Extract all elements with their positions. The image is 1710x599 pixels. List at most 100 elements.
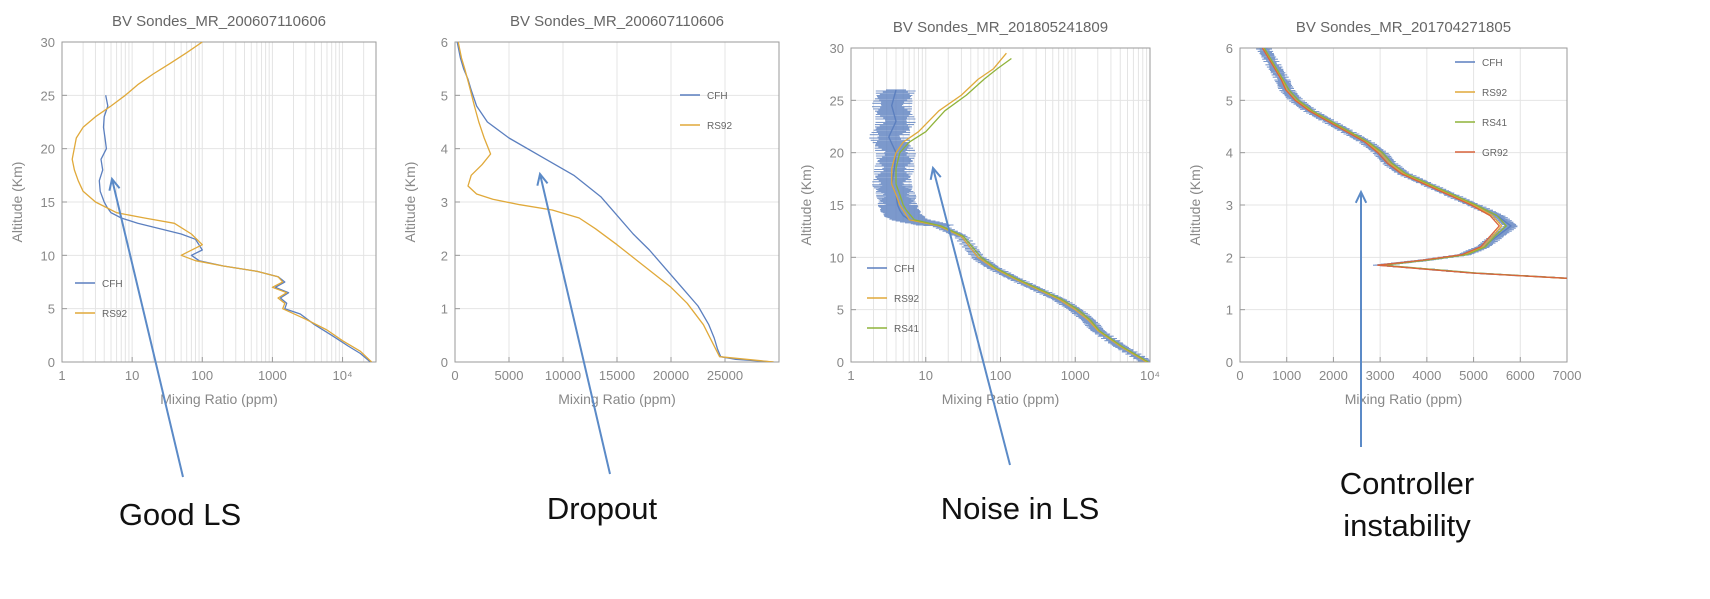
legend-label: RS92 xyxy=(1482,88,1507,99)
x-tick-label: 4000 xyxy=(1412,368,1441,383)
series-group xyxy=(1256,48,1567,279)
chart-panel-4: 0 1000 2000 3000 4000 5000 6000 7000 0 1 2 3 4 5 6 BV S… xyxy=(1187,19,1581,407)
x-axis-label: Mixing Ratio (ppm) xyxy=(160,391,277,407)
annotation-arrow xyxy=(932,167,1011,466)
annotation-caption: Controller xyxy=(1340,466,1474,501)
y-axis-label: Altitude (Km) xyxy=(402,162,418,243)
x-tick-label: 2000 xyxy=(1319,368,1348,383)
y-tick-label: 4 xyxy=(1226,146,1233,161)
annotation-arrowhead xyxy=(929,165,942,180)
chart-title: BV Sondes_MR_201704271805 xyxy=(1296,19,1511,36)
x-tick-label: 15000 xyxy=(599,368,635,383)
series-line-rs92 xyxy=(457,42,774,362)
series-line-rs41 xyxy=(1263,48,1567,279)
chart-panel-2: 0 5000 10000 15000 20000 25000 0 1 2 3 4 5 6 BV Sonde… xyxy=(402,13,780,407)
x-tick-label: 3000 xyxy=(1366,368,1395,383)
legend: CFH RS92 RS41 xyxy=(867,264,919,335)
legend: CFH RS92 xyxy=(680,91,732,132)
y-axis-label: Altitude (Km) xyxy=(1187,165,1203,246)
x-tick-label: 25000 xyxy=(707,368,743,383)
y-tick-label: 20 xyxy=(830,146,844,161)
y-tick-label: 6 xyxy=(1226,41,1233,56)
annotation-arrows xyxy=(108,165,1368,478)
x-tick-label: 0 xyxy=(1236,368,1243,383)
annotation-arrowhead xyxy=(108,176,121,191)
annotation-caption: Dropout xyxy=(547,491,658,526)
y-tick-label: 0 xyxy=(837,355,844,370)
y-tick-label: 0 xyxy=(48,355,55,370)
annotation-arrowhead xyxy=(1354,189,1368,204)
chart-title: BV Sondes_MR_200607110606 xyxy=(112,13,326,30)
legend-label: RS41 xyxy=(1482,118,1507,129)
annotation-arrow xyxy=(111,178,184,478)
y-tick-label: 2 xyxy=(441,248,448,263)
legend-label: RS92 xyxy=(102,309,127,320)
y-tick-label: 4 xyxy=(441,142,448,157)
chart-title: BV Sondes_MR_200607110606 xyxy=(510,13,724,30)
chart-panel-3: 1 10 100 1000 10⁴ 0 5 10 15 20 25 30 BV Sondes_MR_20… xyxy=(798,19,1160,407)
y-tick-label: 5 xyxy=(441,88,448,103)
x-tick-label: 5000 xyxy=(495,368,524,383)
x-tick-label: 5000 xyxy=(1459,368,1488,383)
annotation-caption: instability xyxy=(1343,508,1471,543)
x-tick-label: 7000 xyxy=(1553,368,1582,383)
series-group xyxy=(456,42,774,362)
x-tick-label: 1 xyxy=(58,368,65,383)
y-axis-label: Altitude (Km) xyxy=(9,162,25,243)
annotation-arrowhead xyxy=(536,171,549,186)
y-tick-label: 3 xyxy=(1226,198,1233,213)
x-tick-label: 1000 xyxy=(258,368,287,383)
x-tick-label: 10⁴ xyxy=(333,368,353,383)
legend-label: CFH xyxy=(102,279,123,290)
x-tick-label: 100 xyxy=(191,368,213,383)
chart-panel-1: 1 10 100 1000 10⁴ 0 5 10 15 20 25 30 BV Sondes_MR_20… xyxy=(9,13,377,407)
x-tick-label: 0 xyxy=(451,368,458,383)
series-line-rs41 xyxy=(895,57,1149,362)
series-line-rs92 xyxy=(891,52,1147,362)
series-line-rs92 xyxy=(1262,48,1567,279)
series-line-gr92 xyxy=(1261,48,1567,279)
legend: CFH RS92 xyxy=(75,279,127,320)
y-tick-label: 5 xyxy=(837,303,844,318)
legend-label: CFH xyxy=(1482,58,1503,69)
y-tick-label: 6 xyxy=(441,35,448,50)
chart-title: BV Sondes_MR_201805241809 xyxy=(893,19,1108,36)
y-tick-label: 10 xyxy=(41,248,55,263)
legend-label: RS92 xyxy=(707,121,732,132)
legend-label: RS41 xyxy=(894,324,919,335)
x-tick-label: 1 xyxy=(847,368,854,383)
legend-label: CFH xyxy=(707,91,728,102)
y-tick-label: 10 xyxy=(830,250,844,265)
x-tick-label: 1000 xyxy=(1061,368,1090,383)
y-tick-label: 1 xyxy=(1226,303,1233,318)
x-tick-label: 100 xyxy=(990,368,1012,383)
series-line-cfh xyxy=(1262,48,1567,279)
legend-label: CFH xyxy=(894,264,915,275)
series-noise-cfh xyxy=(869,89,1150,362)
y-tick-label: 3 xyxy=(441,195,448,210)
y-axis-label: Altitude (Km) xyxy=(798,165,814,246)
x-axis-label: Mixing Ratio (ppm) xyxy=(1345,391,1462,407)
y-tick-label: 0 xyxy=(441,355,448,370)
x-axis-label: Mixing Ratio (ppm) xyxy=(942,391,1059,407)
y-tick-label: 0 xyxy=(1226,355,1233,370)
y-tick-label: 25 xyxy=(41,88,55,103)
legend-label: RS92 xyxy=(894,294,919,305)
series-line-cfh xyxy=(98,95,371,362)
x-tick-label: 10 xyxy=(919,368,933,383)
series-group xyxy=(71,42,373,362)
y-tick-label: 30 xyxy=(41,35,55,50)
y-tick-label: 25 xyxy=(830,93,844,108)
legend-label: GR92 xyxy=(1482,148,1509,159)
annotation-arrow xyxy=(539,173,611,475)
x-tick-label: 1000 xyxy=(1272,368,1301,383)
series-line-cfh xyxy=(456,42,774,362)
y-tick-label: 2 xyxy=(1226,250,1233,265)
x-tick-label: 10000 xyxy=(545,368,581,383)
legend: CFH RS92 RS41 GR92 xyxy=(1455,58,1509,159)
x-tick-label: 10 xyxy=(125,368,139,383)
x-tick-label: 20000 xyxy=(653,368,689,383)
annotation-caption: Noise in LS xyxy=(941,491,1100,526)
